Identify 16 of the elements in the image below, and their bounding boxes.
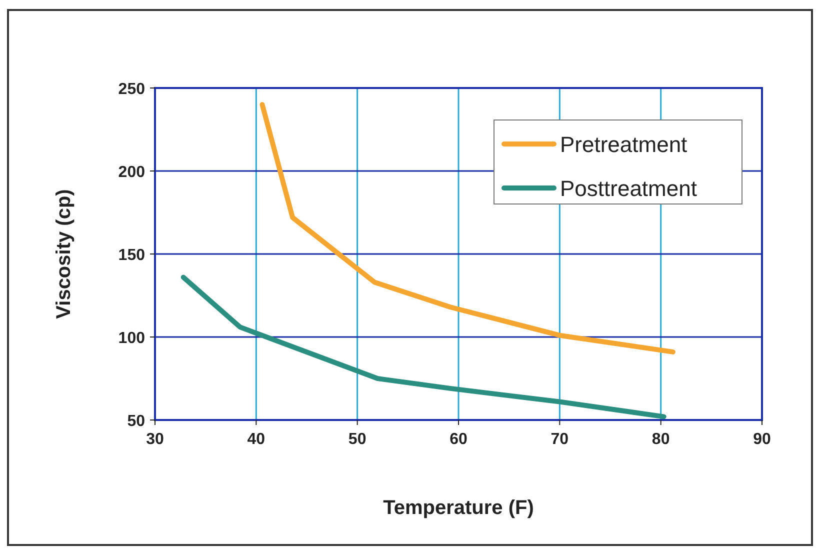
x-tick-label: 60 (450, 431, 468, 448)
x-tick-label: 50 (348, 431, 366, 448)
y-tick-label: 250 (118, 81, 146, 98)
x-tick-label: 40 (247, 431, 266, 448)
y-axis-title: Viscosity (cp) (53, 189, 75, 319)
x-tick-label: 70 (550, 431, 569, 448)
legend-label: Pretreatment (560, 132, 688, 157)
x-tick-label: 30 (146, 431, 164, 448)
y-tick-label: 100 (118, 330, 146, 347)
y-tick-label: 50 (127, 413, 146, 430)
x-tick-label: 90 (753, 431, 771, 448)
y-tick-label: 150 (118, 247, 146, 264)
x-axis-title: Temperature (F) (383, 497, 534, 519)
y-tick-label: 200 (118, 164, 146, 181)
x-tick-label: 80 (652, 431, 670, 448)
legend-label: Posttreatment (560, 176, 697, 201)
